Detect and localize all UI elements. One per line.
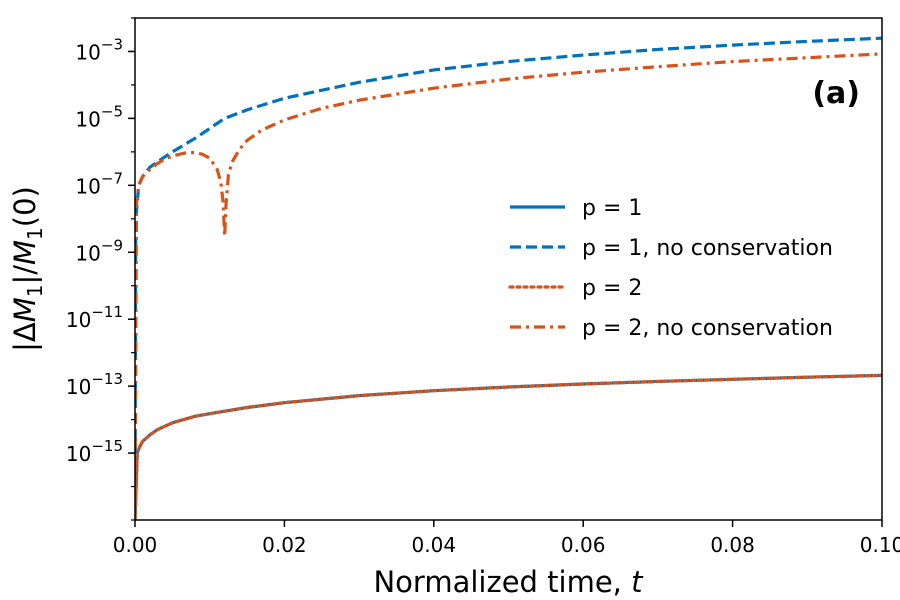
legend-label-2: p = 1, no conservation — [582, 236, 833, 261]
x-tick-label: 0.02 — [262, 533, 307, 557]
panel-label: (a) — [812, 76, 860, 111]
y-axis: 10−3 10−5 10−7 10−9 10−11 10−13 10−15 — [66, 17, 135, 521]
legend: p = 1 p = 1, no conservation p = 2 p = 2, n… — [508, 196, 833, 341]
series-line-4 — [135, 52, 882, 520]
x-axis: 0.00 0.02 0.04 0.06 0.08 0.10 — [113, 520, 900, 557]
y-tick-label: 10−5 — [75, 102, 123, 131]
x-tick-label: 0.10 — [860, 533, 900, 557]
y-tick-label: 10−15 — [66, 437, 123, 466]
y-tick-label: 10−11 — [66, 303, 123, 332]
x-tick-label: 0.00 — [113, 533, 158, 557]
plot-frame — [134, 17, 883, 521]
x-axis-label: Normalized time, t — [373, 565, 644, 599]
y-tick-label: 10−3 — [75, 35, 123, 64]
legend-label-3: p = 2 — [582, 276, 642, 301]
x-tick-label: 0.04 — [412, 533, 457, 557]
y-tick-label: 10−9 — [75, 236, 123, 265]
x-tick-label: 0.06 — [561, 533, 606, 557]
series-layer — [135, 36, 882, 520]
plot-area — [135, 18, 882, 520]
y-tick-label: 10−13 — [66, 370, 123, 399]
legend-label-1: p = 1 — [582, 196, 642, 221]
series-line-3 — [135, 373, 882, 520]
x-tick-label: 0.08 — [710, 533, 755, 557]
legend-label-4: p = 2, no conservation — [582, 316, 833, 341]
y-axis-label: |ΔM1|/M1(0) — [8, 186, 47, 352]
y-tick-label: 10−7 — [75, 169, 123, 198]
